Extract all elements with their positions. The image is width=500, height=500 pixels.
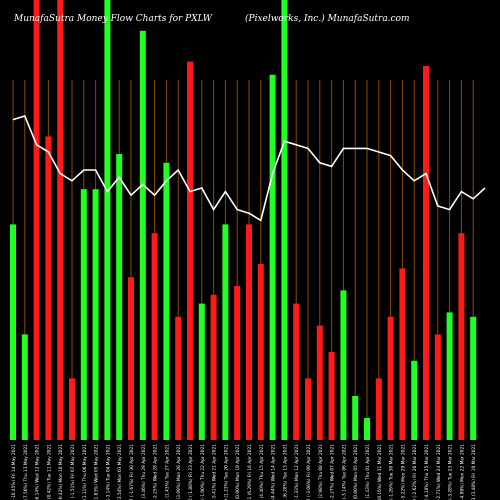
line-layer <box>12 115 486 222</box>
bar-7 <box>80 189 87 440</box>
x-tick-label: 7.32 (3.54%) Mon 03 May 2021 <box>117 444 123 500</box>
x-tick-label: 7.01 (3.09%) Mon 26 Apr 2021 <box>176 444 182 500</box>
bar-4 <box>45 136 52 440</box>
bar-12 <box>139 30 146 441</box>
bar-20 <box>234 286 241 440</box>
x-tick-label: 7.40 (1.23%) Tue 20 Apr 2021 <box>223 444 229 500</box>
bar-33 <box>387 316 394 440</box>
bar-2 <box>21 334 28 440</box>
chart-title-left: MunafaSutra Money Flow Charts for PXLW <box>14 14 213 24</box>
x-tick-label: 6.88 (-4.18%) Thu 25 Mar 2021 <box>424 444 430 500</box>
bar-1 <box>10 224 16 440</box>
x-tick-label: 6.95 (-2.25%) Wed 28 Apr 2021 <box>153 444 159 500</box>
x-tick-label: 7.19 (0.42%) Tue 11 May 2021 <box>46 444 52 500</box>
bar-31 <box>364 418 370 440</box>
x-tick-label: 7.09 (-3.14%) Tue 04 May 2021 <box>105 444 111 500</box>
x-tick-label: 6.88 (4.40%) Thu 15 Apr 2021 <box>259 444 265 500</box>
x-tick-label: 7.16 (-0.42%) Mon 10 May 2021 <box>58 444 64 500</box>
x-tick-label: 7.11 (1.43%) Tue 27 Apr 2021 <box>164 444 170 500</box>
x-tick-label: 7.63 (-4.99%) Mon 22 Mar 2021 <box>459 444 465 500</box>
x-tick-label: 7.07 (-1.67%) Fri 30 Apr 2021 <box>129 444 135 500</box>
bar-17 <box>198 303 205 440</box>
x-tick-label: 6.28 (0.16%) Wed 31 Mar 2021 <box>377 444 383 500</box>
bar-13 <box>151 233 158 440</box>
x-tick-label: 6.37 (0.00%) Mon 05 Apr 2021 <box>353 444 359 500</box>
bar-11 <box>128 277 134 440</box>
x-tick-label: 6.35 (-5.22%) Mon 29 Mar 2021 <box>400 444 406 500</box>
bar-22 <box>257 264 264 440</box>
bar-14 <box>163 162 170 441</box>
x-tick-label: 7.31 (6.29%) Fri 16 Apr 2021 <box>247 444 253 500</box>
x-tick-label: 7.00 (-5.41%) Wed 21 Apr 2021 <box>212 444 218 500</box>
bar-18 <box>210 294 217 440</box>
bar-6 <box>69 378 75 440</box>
x-tick-label: 6.80 (-1.88%) Fri 23 Apr 2021 <box>188 444 194 500</box>
x-tick-label: 7.19 (-1.51%) Fri 07 May 2021 <box>70 444 76 500</box>
bar-37 <box>434 334 441 440</box>
bar-23 <box>269 74 276 441</box>
bar-34 <box>399 268 406 440</box>
bar-9 <box>104 0 111 440</box>
bar-layer <box>10 0 477 441</box>
chart-title-right: (Pixelworks, Inc.) MunafaSutra.com <box>245 14 410 24</box>
x-tick-label: 6.27 (-1.26%) Tue 30 Mar 2021 <box>389 444 395 500</box>
x-tick-label: 6.59 (4.44%) Wed 14 Apr 2021 <box>271 444 277 500</box>
bar-29 <box>340 290 347 440</box>
bar-8 <box>92 189 99 440</box>
bar-30 <box>352 396 359 440</box>
bar-35 <box>411 360 418 440</box>
x-tick-label: 7.31 (0.00%) Mon 19 Apr 2021 <box>235 444 241 500</box>
x-tick-label: 6.17 (-3.14%) Tue 06 Apr 2021 <box>341 444 347 500</box>
x-tick-label: 6.21 (2.98%) Thu 08 Apr 2021 <box>318 444 324 500</box>
x-tick-label: 6.70 (-2.62%) Fri 26 Mar 2021 <box>412 444 418 500</box>
bar-19 <box>222 224 229 440</box>
money-flow-line <box>12 115 486 222</box>
x-label-layer: 6.50 (-10.45%) Fri 14 May 2021 7.26 (7.56… <box>11 444 477 500</box>
x-tick-label: 6.03 (-2.27%) Wed 07 Apr 2021 <box>330 444 336 500</box>
bar-39 <box>458 233 465 440</box>
x-tick-label: 7.26 (7.56%) Thu 13 May 2021 <box>23 444 29 500</box>
x-tick-label: 7.22 (1.83%) Wed 05 May 2021 <box>94 444 100 500</box>
bar-38 <box>446 312 453 440</box>
x-tick-label: 6.31 (6.28%) Tue 13 Apr 2021 <box>282 444 288 500</box>
bar-28 <box>328 352 335 440</box>
bar-5 <box>57 0 64 440</box>
bar-40 <box>470 316 477 440</box>
x-tick-label: 5.94 (-1.33%) Mon 12 Apr 2021 <box>294 444 300 500</box>
bar-27 <box>316 325 323 440</box>
x-tick-label: 6.37 (1.43%) Thu 01 Apr 2021 <box>365 444 371 500</box>
bar-26 <box>305 378 311 440</box>
bar-25 <box>293 303 300 440</box>
x-tick-label: 7.38 (-3.28%) Tue 23 Mar 2021 <box>448 444 454 500</box>
x-tick-label: 7.18 (-2.71%) Wed 24 Mar 2021 <box>436 444 442 500</box>
x-tick-label: 6.93 (-1.00%) Thu 22 Apr 2021 <box>200 444 206 500</box>
bar-36 <box>423 66 429 440</box>
bar-3 <box>33 0 40 440</box>
bar-10 <box>116 154 123 440</box>
x-tick-label: 8.03 (3.48%) Fri 19 Mar 2021 <box>471 444 477 500</box>
x-tick-label: 6.75 (-6.14%) Wed 12 May 2021 <box>35 444 41 500</box>
bar-32 <box>375 378 382 440</box>
x-tick-label: 7.19 (3.46%) Thu 29 Apr 2021 <box>141 444 147 500</box>
bar-15 <box>175 316 182 440</box>
bar-16 <box>187 61 193 440</box>
x-tick-label: 6.50 (-10.45%) Fri 14 May 2021 <box>11 444 17 500</box>
bar-21 <box>246 224 252 440</box>
bar-24 <box>281 0 288 440</box>
x-tick-label: 6.02 (-3.06%) Fri 09 Apr 2021 <box>306 444 312 500</box>
x-tick-label: 7.30 (1.11%) Thu 06 May 2021 <box>82 444 88 500</box>
